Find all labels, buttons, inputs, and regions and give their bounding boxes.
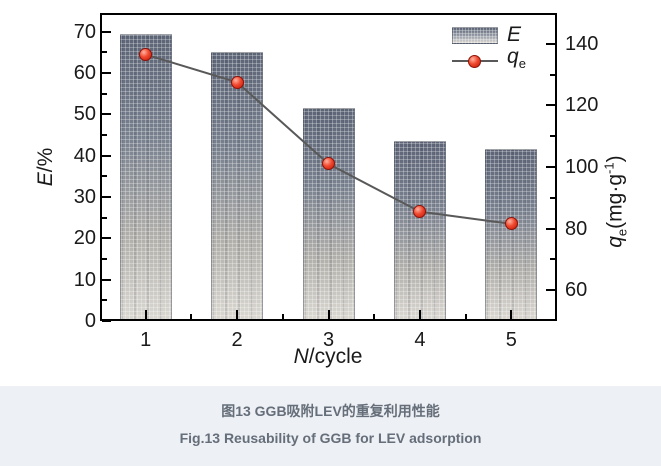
- x-axis-label: N/cycle: [222, 344, 434, 370]
- data-point-marker: [230, 75, 244, 89]
- axis-tick: [144, 310, 147, 319]
- bar: [485, 149, 538, 321]
- bar-pattern-swatch-icon: [452, 26, 498, 44]
- axis-tick: [102, 320, 111, 322]
- axis-minor-tick: [190, 314, 193, 319]
- axis-tick: [546, 104, 555, 107]
- axis-minor-tick: [281, 314, 284, 319]
- axis-tick: [418, 310, 421, 319]
- tick-label: 60: [73, 61, 96, 84]
- caption-line-en: Fig.13 Reusability of GGB for LEV adsorp…: [179, 430, 482, 446]
- axis-tick: [102, 154, 111, 157]
- axis-tick: [102, 195, 111, 198]
- chart-region: E/% qe(mg·g-1) N/cycle E qe 0 10 20 30 40 50 6…: [34, 13, 630, 370]
- legend-label-E: E: [507, 23, 521, 47]
- axis-tick: [546, 227, 555, 230]
- legend-item-E: E: [452, 22, 526, 48]
- axis-tick: [102, 278, 111, 281]
- tick-label: 20: [73, 227, 96, 250]
- tick-label: 140: [565, 32, 599, 55]
- axis-minor-tick: [102, 257, 107, 260]
- legend-item-qe: qe: [452, 45, 526, 76]
- legend-qe-sub: e: [518, 56, 526, 72]
- tick-label: 40: [73, 144, 96, 167]
- axis-minor-tick: [373, 314, 376, 319]
- tick-label: 60: [565, 279, 588, 302]
- axis-minor-tick: [102, 216, 107, 219]
- tick-label: 2: [231, 329, 243, 351]
- legend-label-qe: qe: [507, 45, 526, 76]
- axis-tick: [510, 310, 513, 319]
- bar: [211, 52, 264, 321]
- axis-tick: [102, 113, 111, 116]
- x-label-symbol: N: [293, 345, 309, 368]
- axis-tick: [102, 30, 111, 33]
- axis-minor-tick: [550, 258, 555, 261]
- axis-minor-tick: [550, 73, 555, 76]
- axis-tick: [546, 166, 555, 168]
- tick-label: 70: [73, 20, 96, 43]
- axis-minor-tick: [550, 196, 555, 199]
- legend-marker-icon: [468, 54, 481, 68]
- tick-label: 50: [73, 103, 96, 126]
- tick-label: 4: [414, 329, 426, 351]
- caption-line-zh: 图13 GGB吸附LEV的重复利用性能: [221, 403, 440, 419]
- tick-label: 3: [322, 329, 335, 351]
- tick-label: 80: [565, 217, 588, 240]
- bar: [119, 33, 172, 321]
- tick-label: 5: [505, 329, 517, 351]
- axis-minor-tick: [550, 135, 555, 138]
- axis-tick: [546, 42, 555, 45]
- tick-label: 1: [140, 329, 152, 351]
- legend: E qe: [452, 22, 526, 74]
- line-marker-swatch-icon: [452, 54, 498, 68]
- bar: [302, 108, 355, 321]
- axis-minor-tick: [102, 133, 107, 136]
- axis-tick: [546, 289, 555, 292]
- axis-tick: [327, 310, 330, 319]
- axis-minor-tick: [102, 175, 107, 178]
- legend-E-text: E: [507, 23, 522, 46]
- axis-minor-tick: [464, 314, 467, 319]
- figure-caption: 图13 GGB吸附LEV的重复利用性能 Fig.13 Reusability o…: [0, 386, 661, 466]
- tick-label: 30: [73, 185, 96, 208]
- axis-minor-tick: [102, 92, 107, 95]
- x-label-rest: /cycle: [308, 345, 363, 368]
- tick-label: 10: [73, 268, 96, 291]
- tick-label: 0: [84, 310, 96, 332]
- tick-label: 120: [565, 94, 599, 117]
- axis-minor-tick: [102, 51, 107, 54]
- bar: [393, 141, 446, 321]
- axis-minor-tick: [102, 299, 107, 302]
- legend-qe-text: q: [507, 45, 519, 69]
- tick-label: 100: [565, 156, 599, 178]
- axis-tick: [102, 71, 111, 74]
- axis-tick: [236, 310, 239, 319]
- axis-tick: [102, 237, 111, 240]
